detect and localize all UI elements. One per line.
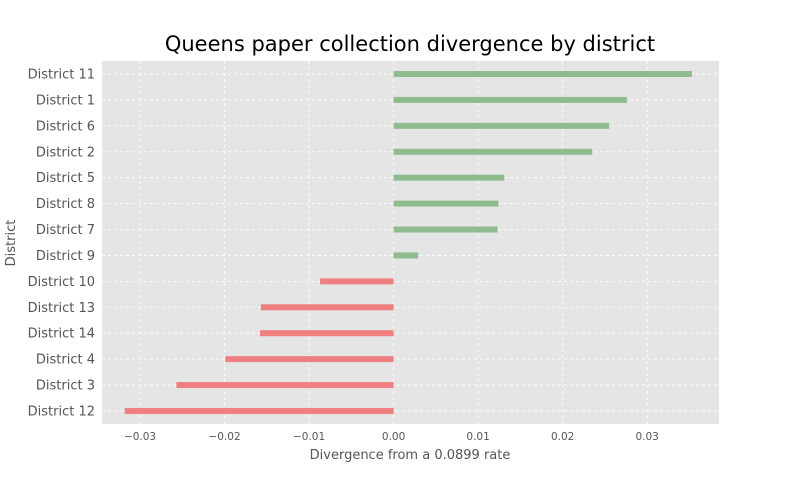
x-axis-label: Divergence from a 0.0899 rate [310,448,511,463]
category-label: District 8 [36,197,95,212]
category-label: District 9 [36,249,95,264]
category-label: District 3 [36,379,95,394]
category-label: District 13 [28,301,95,316]
x-tick-label: −0.01 [293,431,325,443]
chart-title: Queens paper collection divergence by di… [165,32,655,56]
bar [225,356,394,363]
bar [320,278,394,285]
bar [393,226,498,233]
bar [393,148,593,155]
bar [176,382,394,389]
bar [260,330,394,337]
category-label: District 1 [36,93,95,108]
bar [393,174,505,181]
category-label: District 5 [36,171,95,186]
bar [393,252,419,259]
x-tick-label: 0.00 [382,431,405,443]
category-label: District 10 [28,275,95,290]
bar [393,122,610,129]
bar [393,200,499,207]
category-label: District 4 [36,353,95,368]
x-tick-label: 0.02 [551,431,574,443]
category-label: District 2 [36,145,95,160]
x-tick-label: −0.03 [124,431,156,443]
category-labels: District 11 District 1 District 6 District … [28,68,95,420]
bar [124,407,394,414]
y-axis-label: District [4,220,19,267]
bars [124,71,692,414]
bar [393,96,627,103]
plot-area [102,61,719,424]
x-tick-label: 0.01 [466,431,489,443]
category-label: District 6 [36,119,95,134]
bar [260,304,394,311]
x-tick-label: 0.03 [635,431,658,443]
category-label: District 12 [28,404,95,419]
bar [393,71,692,77]
x-tick-label: −0.02 [208,431,240,443]
category-label: District 11 [28,68,95,83]
x-tick-labels: −0.03 −0.02 −0.01 0.00 0.01 0.02 0.03 [124,431,659,443]
category-label: District 7 [36,223,95,238]
category-label: District 14 [28,327,95,342]
